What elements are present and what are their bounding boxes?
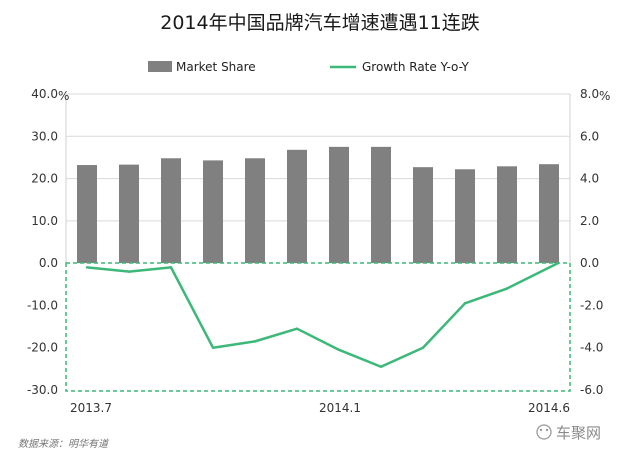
left-tick-label: -20.0 [27,341,58,355]
right-tick-label: 4.0 [580,172,599,186]
line-point [211,346,215,349]
right-tick-label: -4.0 [580,341,603,355]
negative-region-box [65,262,571,392]
line-point [127,270,131,273]
line-point [463,302,467,305]
right-tick-label: -2.0 [580,298,603,312]
gridlines [65,93,571,263]
line-series [85,261,560,368]
growth-rate-line [86,262,559,368]
right-tick-label: 2.0 [580,214,599,228]
bar [413,167,433,264]
right-tick-label: 8.0 [580,87,599,101]
line-point [505,287,509,290]
bar [455,169,475,264]
bar-series [77,146,559,264]
line-point [295,327,299,330]
bar [245,158,265,264]
line-point [379,365,383,368]
left-tick-label: 10.0 [31,214,58,228]
legend-bar-swatch [148,61,172,72]
bar [539,164,559,264]
left-tick-label: 30.0 [31,129,58,143]
left-axis-unit: % [58,89,69,103]
chart-title: 2014年中国品牌汽车增速遭遇11连跌 [160,12,480,34]
line-point [421,346,425,349]
left-tick-label: 20.0 [31,172,58,186]
left-tick-label: -30.0 [27,383,58,397]
bar [161,158,181,264]
legend-line-label: Growth Rate Y-o-Y [362,60,470,74]
right-axis-ticks: 8.0 6.0 4.0 2.0 0.0 -2.0 -4.0 -6.0 [580,87,603,397]
bar [497,166,517,264]
line-point [169,266,173,269]
left-tick-label: 0.0 [39,256,58,270]
line-point [337,348,341,352]
right-tick-label: 0.0 [580,256,599,270]
bar [119,164,139,264]
right-axis-unit: % [599,89,610,103]
left-axis-ticks: 40.0 30.0 20.0 10.0 0.0 -10.0 -20.0 -30.0 [27,87,58,397]
bar [371,146,391,264]
bar [329,146,349,264]
right-tick-label: -6.0 [580,383,603,397]
x-tick-label: 2013.7 [70,401,112,415]
legend-bar-label: Market Share [176,60,256,74]
bar [287,149,307,264]
left-tick-label: 40.0 [31,87,58,101]
line-point [556,261,560,265]
x-tick-label: 2014.1 [319,401,361,415]
watermark-text: 车聚网 [556,424,601,442]
line-point [253,340,257,343]
left-tick-label: -10.0 [27,298,58,312]
source-note: 数据来源：明华有道 [18,438,110,450]
x-tick-label: 2014.6 [528,401,570,415]
bar [203,160,223,264]
line-point [85,266,89,269]
bar [77,165,97,264]
right-tick-label: 6.0 [580,129,599,143]
watermark-icon [536,424,552,440]
